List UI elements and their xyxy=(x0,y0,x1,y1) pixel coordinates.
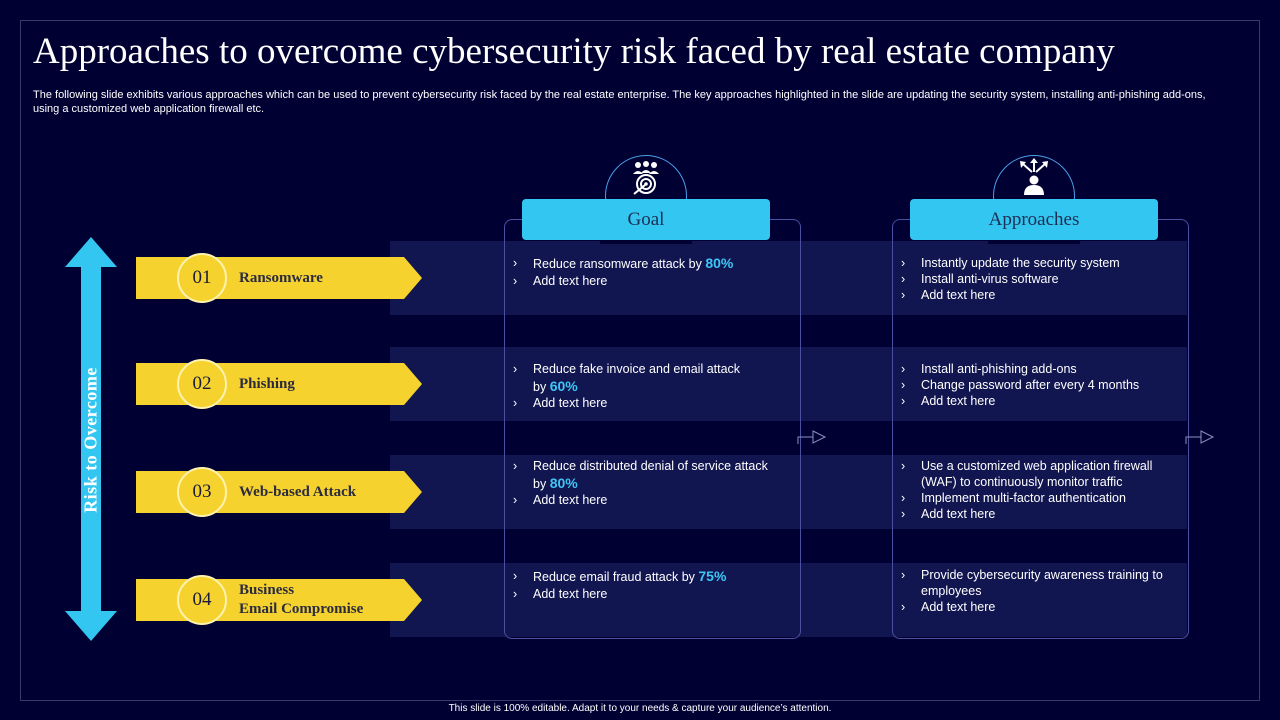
double-arrow-icon xyxy=(65,237,117,641)
connector-arrow-icon xyxy=(797,430,827,444)
goal-text: Reduce fake invoice and email attack xyxy=(533,362,741,376)
risk-label-text: Phishing xyxy=(239,375,295,392)
goal-text: Reduce ransomware attack by xyxy=(533,257,706,271)
risk-label: Web-based Attack xyxy=(239,471,356,513)
goal-list-3: Reduce distributed denial of service att… xyxy=(513,458,798,509)
goal-bullet: Add text here xyxy=(513,395,793,412)
goal-text: Reduce distributed denial of service att… xyxy=(533,459,768,473)
slide-frame xyxy=(20,20,1260,701)
approaches-list-4: Provide cybersecurity awareness training… xyxy=(901,567,1186,615)
approaches-header: Approaches xyxy=(910,199,1158,240)
risk-number: 01 xyxy=(177,253,227,303)
slide-footer: This slide is 100% editable. Adapt it to… xyxy=(448,703,832,714)
goal-bullet: Reduce email fraud attack by 75% xyxy=(513,568,793,586)
approach-bullet: Instantly update the security system xyxy=(901,255,1186,271)
goal-percent: 75% xyxy=(698,568,727,584)
goal-percent: 80% xyxy=(705,255,734,271)
risk-label: Phishing xyxy=(239,363,295,405)
goal-percent: 60% xyxy=(549,377,578,394)
risk-item-phishing: 02 Phishing xyxy=(136,359,422,409)
risk-label: Ransomware xyxy=(239,257,323,299)
approaches-list-3: Use a customized web application firewal… xyxy=(901,458,1186,522)
goal-bullet: Reduce fake invoice and email attack by 6… xyxy=(513,361,793,395)
risk-label-text: Web-based Attack xyxy=(239,483,357,500)
risk-label-line1: Business xyxy=(239,582,295,598)
connector-arrow-icon xyxy=(1185,430,1215,444)
approach-bullet: Use a customized web application firewal… xyxy=(901,458,1186,490)
risk-label-text: Ransomware xyxy=(239,269,323,286)
goal-text: Reduce email fraud attack by xyxy=(533,570,699,584)
target-group-icon xyxy=(633,161,659,195)
approach-bullet: Add text here xyxy=(901,287,1186,303)
slide-title: Approaches to overcome cybersecurity ris… xyxy=(33,31,1115,72)
goal-bullet: Add text here xyxy=(513,586,793,603)
risk-label-line2: Email Compromise xyxy=(239,601,364,617)
approach-bullet: Install anti-virus software xyxy=(901,271,1186,287)
approach-bullet: Add text here xyxy=(901,599,1186,615)
risk-number: 04 xyxy=(177,575,227,625)
risk-item-business-email-compromise: 04 Business Email Compromise xyxy=(136,575,422,625)
goal-bullet: Add text here xyxy=(513,492,798,509)
goal-list-1: Reduce ransomware attack by 80% Add text… xyxy=(513,255,793,289)
approach-bullet: Install anti-phishing add-ons xyxy=(901,361,1186,377)
slide-subtitle: The following slide exhibits various app… xyxy=(33,89,1206,115)
goal-percent: 80% xyxy=(549,474,578,491)
risk-number: 02 xyxy=(177,359,227,409)
approach-bullet: Provide cybersecurity awareness training… xyxy=(901,567,1186,599)
goal-bullet: Reduce ransomware attack by 80% xyxy=(513,255,793,273)
goal-list-4: Reduce email fraud attack by 75% Add tex… xyxy=(513,568,793,602)
goal-bullet: Add text here xyxy=(513,273,793,290)
goal-bullet: Reduce distributed denial of service att… xyxy=(513,458,798,492)
risk-label: Business Email Compromise xyxy=(239,579,363,621)
approach-bullet: Implement multi-factor authentication xyxy=(901,490,1186,506)
approach-bullet: Change password after every 4 months xyxy=(901,377,1186,393)
approaches-list-1: Instantly update the security system Ins… xyxy=(901,255,1186,303)
approach-bullet: Add text here xyxy=(901,393,1186,409)
risk-number: 03 xyxy=(177,467,227,517)
vertical-label: Risk to Overcome xyxy=(80,367,101,513)
approaches-list-2: Install anti-phishing add-ons Change pas… xyxy=(901,361,1186,409)
approach-bullet: Add text here xyxy=(901,506,1186,522)
risk-item-web-based-attack: 03 Web-based Attack xyxy=(136,467,422,517)
person-directions-icon xyxy=(1020,158,1048,195)
goal-header: Goal xyxy=(522,199,770,240)
goal-text: by xyxy=(533,476,550,491)
goal-list-2: Reduce fake invoice and email attack by 6… xyxy=(513,361,793,412)
risk-item-ransomware: 01 Ransomware xyxy=(136,253,422,303)
goal-text: by xyxy=(533,379,550,394)
